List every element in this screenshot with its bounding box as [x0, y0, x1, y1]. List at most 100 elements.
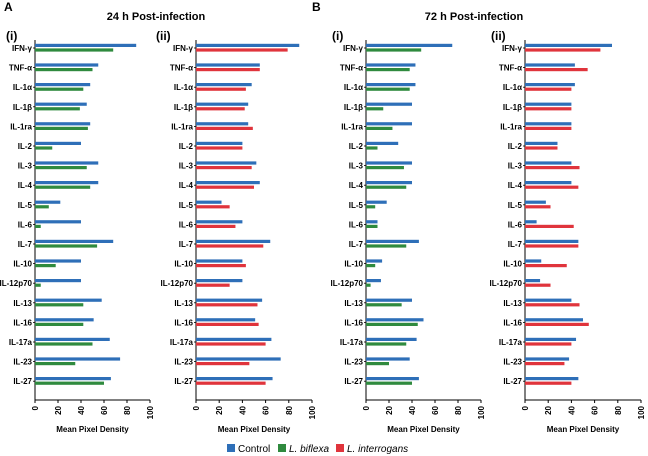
chart-0-bar-lbiflexa — [35, 283, 41, 287]
chart-1-x-tick-label: 100 — [308, 405, 317, 419]
chart-0-bar-lbiflexa — [35, 68, 93, 72]
chart-2-x-tick-label: 0 — [362, 405, 371, 410]
chart-2-category-label: IL-5 — [349, 201, 364, 210]
chart-1-category-label: IL-27 — [174, 377, 193, 386]
chart-1-bar-control — [196, 357, 281, 361]
chart-1-bar-control — [196, 200, 222, 204]
chart-3-bar-linterrogans — [525, 264, 567, 268]
chart-1-category-label: IL-23 — [174, 358, 193, 367]
chart-3-bar-linterrogans — [525, 244, 579, 248]
chart-3-x-tick-label: 20 — [544, 405, 553, 414]
chart-0-bar-control — [35, 337, 110, 341]
chart-3-bar-linterrogans — [525, 224, 574, 228]
chart-3-x-tick-label: 60 — [591, 405, 600, 414]
chart-3-category-label: IL-27 — [503, 377, 522, 386]
chart-0-bar-control — [35, 63, 99, 67]
chart-2-bar-lbiflexa — [366, 224, 378, 228]
chart-1-bar-control — [196, 181, 260, 185]
chart-3-bar-linterrogans — [525, 283, 551, 287]
chart-3-category-label: IL-1β — [503, 103, 522, 112]
chart-3-bar-linterrogans — [525, 342, 572, 346]
chart-2-bar-control — [366, 220, 378, 224]
chart-1-bar-control — [196, 337, 272, 341]
chart-0-category-label: IL-10 — [13, 260, 32, 269]
chart-2-bar-lbiflexa — [366, 205, 376, 209]
chart-3-bar-control — [525, 83, 575, 87]
chart-1-category-label: IL-2 — [179, 142, 194, 151]
chart-1-bar-control — [196, 122, 249, 126]
chart-1-bar-linterrogans — [196, 224, 236, 228]
chart-2-bar-control — [366, 63, 416, 67]
chart-3-category-label: IL-4 — [508, 181, 523, 190]
chart-0-category-label: IL-1ra — [10, 122, 32, 131]
chart-2-bar-lbiflexa — [366, 68, 410, 72]
chart-0-bar-lbiflexa — [35, 146, 53, 150]
chart-0-bar-lbiflexa — [35, 87, 84, 91]
chart-3-x-tick-label: 80 — [614, 405, 623, 414]
chart-2-bar-lbiflexa — [366, 381, 412, 385]
panel-b-title: 72 h Post-infection — [425, 11, 524, 23]
chart-0-bar-control — [35, 377, 111, 381]
chart-1-category-label: IL-4 — [179, 181, 194, 190]
chart-3-x-tick-label: 100 — [637, 405, 646, 419]
chart-0-bar-lbiflexa — [35, 185, 91, 189]
chart-2-category-label: IL-1β — [344, 103, 363, 112]
chart-2-bar-lbiflexa — [366, 244, 407, 248]
chart-0-category-label: IFN-γ — [12, 44, 33, 53]
chart-0-bar-control — [35, 43, 137, 47]
chart-2-category-label: IL-23 — [344, 358, 363, 367]
chart-3-category-label: IL-17a — [499, 338, 523, 347]
chart-2-bar-control — [366, 239, 419, 243]
legend: Control L. biflexa L. interrogans — [227, 444, 408, 455]
chart-2-bar-control — [366, 377, 419, 381]
chart-2-bar-lbiflexa — [366, 362, 389, 366]
chart-2-x-tick-label: 40 — [408, 405, 417, 414]
chart-2-bar-lbiflexa — [366, 146, 378, 150]
chart-1-x-tick-label: 0 — [192, 405, 201, 410]
chart-0-category-label: IL-17a — [9, 338, 33, 347]
chart-3-category-label: IL-10 — [503, 260, 522, 269]
legend-swatch-control — [227, 444, 235, 452]
chart-1-bar-linterrogans — [196, 146, 243, 150]
chart-1-category-label: IL-7 — [179, 240, 194, 249]
chart-1-bar-linterrogans — [196, 362, 250, 366]
chart-3-category-label: IL-1ra — [500, 122, 522, 131]
chart-3-category-label: IL-3 — [508, 162, 523, 171]
chart-0-bar-control — [35, 318, 94, 322]
chart-1-category-label: IL-12p70 — [161, 279, 194, 288]
chart-1-x-tick-label: 40 — [238, 405, 247, 414]
chart-3-bar-control — [525, 318, 583, 322]
chart-1-bar-control — [196, 318, 256, 322]
chart-1-category-label: IL-13 — [174, 299, 193, 308]
chart-2-category-label: IFN-γ — [343, 44, 364, 53]
legend-swatch-interrogans — [336, 444, 344, 452]
chart-1-bar-control — [196, 220, 243, 224]
chart-1-bar-control — [196, 161, 257, 165]
chart-2-bar-lbiflexa — [366, 303, 402, 307]
chart-2-category-label: TNF-α — [340, 64, 363, 73]
chart-2-bar-control — [366, 102, 412, 106]
chart-1-bar-control — [196, 63, 260, 67]
chart-b-i: IFN-γ TNF-α IL-1α IL-1β IL-1ra IL-2 IL-3 IL-4 IL… — [331, 40, 486, 434]
chart-0-bar-lbiflexa — [35, 244, 98, 248]
chart-2-bar-lbiflexa — [366, 87, 410, 91]
chart-0-category-label: IL-5 — [18, 201, 33, 210]
chart-1-bar-linterrogans — [196, 68, 260, 72]
chart-1-category-label: IL-17a — [170, 338, 194, 347]
chart-3-category-label: IL-6 — [508, 220, 523, 229]
chart-3-category-label: IL-2 — [508, 142, 523, 151]
chart-a-ii: IFN-γ TNF-α IL-1α IL-1β IL-1ra IL-2 IL-3 IL-4 IL… — [161, 40, 317, 434]
chart-1-category-label: IFN-γ — [173, 44, 194, 53]
chart-3-bar-control — [525, 220, 537, 224]
chart-1-category-label: IL-6 — [179, 220, 194, 229]
chart-1-bar-control — [196, 141, 243, 145]
chart-2-category-label: IL-13 — [344, 299, 363, 308]
chart-0-x-tick-label: 80 — [123, 405, 132, 414]
chart-1-bar-linterrogans — [196, 342, 266, 346]
chart-3-bar-control — [525, 141, 558, 145]
chart-1-bar-control — [196, 83, 252, 87]
chart-0-category-label: IL-2 — [18, 142, 33, 151]
chart-1-bar-linterrogans — [196, 185, 254, 189]
chart-2-bar-control — [366, 298, 412, 302]
chart-1-bar-linterrogans — [196, 87, 246, 91]
